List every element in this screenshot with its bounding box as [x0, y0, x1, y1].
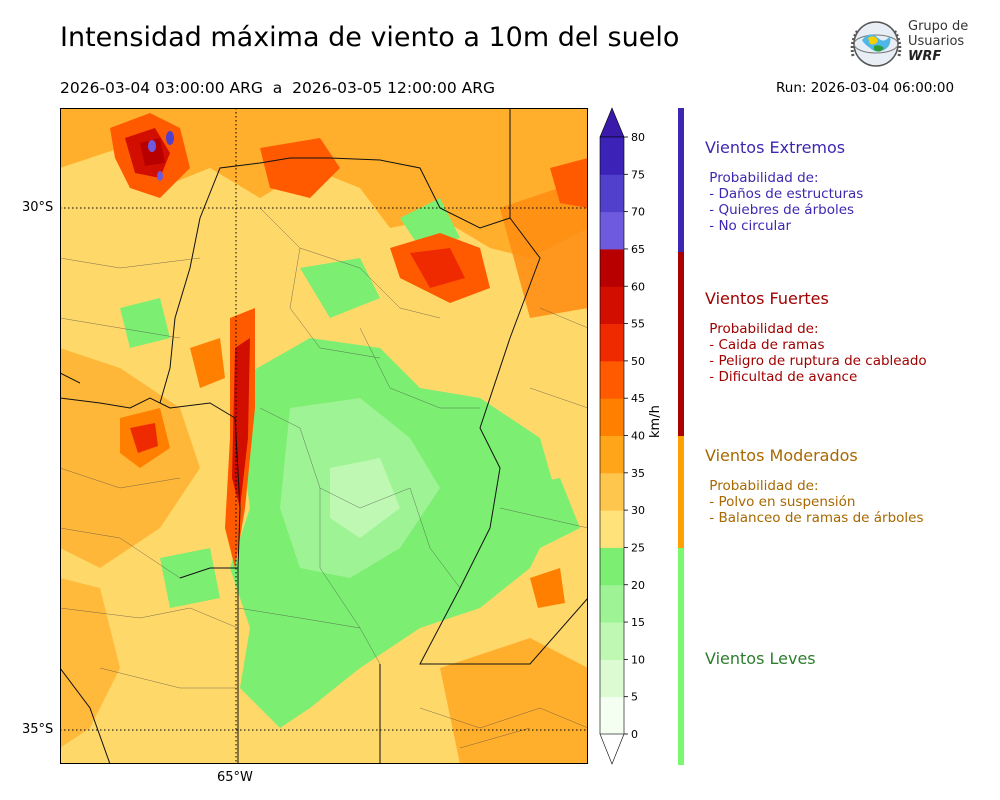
- legend-title: Vientos Moderados: [705, 446, 858, 465]
- legend-line: - Quiebres de árboles: [705, 202, 855, 218]
- colorbar-tick-label: 55: [631, 318, 645, 331]
- colorbar-tick-label: 65: [631, 243, 645, 256]
- legend-color-bar: [678, 108, 684, 252]
- legend-title: Vientos Fuertes: [705, 289, 829, 308]
- wind-map: [60, 108, 588, 764]
- colorbar-tick-label: 35: [631, 467, 645, 480]
- colorbar-units: km/h: [648, 405, 663, 438]
- legend-color-bar: [678, 548, 684, 765]
- colorbar-bin: [600, 286, 624, 325]
- legend-line: - Balanceo de ramas de árboles: [705, 510, 924, 526]
- legend-entry: Vientos Extremos Probabilidad de: - Daño…: [705, 138, 995, 235]
- legend-lines: Probabilidad de: - Caida de ramas - Peli…: [705, 321, 995, 385]
- wind-map-svg: [60, 108, 588, 764]
- colorbar-tick-label: 75: [631, 168, 645, 181]
- map-gridlines: [60, 108, 588, 764]
- colorbar-tick-label: 30: [631, 504, 645, 517]
- legend-line: Probabilidad de:: [705, 170, 819, 186]
- legend-line: - Daños de estructuras: [705, 186, 864, 202]
- wind-field: [60, 108, 588, 764]
- colorbar-bin: [600, 472, 624, 511]
- colorbar-tick-label: 40: [631, 430, 645, 443]
- colorbar-bin: [600, 137, 624, 175]
- lat-label-35s: 35°S: [22, 722, 54, 737]
- legend-line: - Peligro de ruptura de cableado: [705, 353, 927, 369]
- legend-lines: Probabilidad de: - Polvo en suspensión -…: [705, 478, 995, 526]
- legend-line: - Dificultad de avance: [705, 369, 858, 385]
- colorbar-bin: [600, 398, 624, 436]
- legend-entry: Vientos Leves: [705, 651, 995, 681]
- legend-entry: Vientos Fuertes Probabilidad de: - Caida…: [705, 289, 995, 386]
- legend-color-bar: [678, 436, 684, 548]
- lat-label-30s: 30°S: [22, 200, 54, 215]
- colorbar-extend-max: [599, 107, 625, 138]
- colorbar-tick-label: 70: [631, 206, 645, 219]
- colorbar-tick-label: 50: [631, 355, 645, 368]
- colorbar-bin: [600, 659, 624, 698]
- legend-line: - Polvo en suspensión: [705, 494, 856, 510]
- colorbar-tick-label: 45: [631, 392, 645, 405]
- colorbar-bin: [600, 211, 624, 250]
- colorbar-tick-label: 80: [631, 131, 645, 144]
- colorbar-bin: [600, 547, 624, 586]
- legend-line: Probabilidad de:: [705, 478, 819, 494]
- province-borders: [60, 108, 588, 764]
- department-borders: [60, 207, 588, 749]
- colorbar-tick-label: 60: [631, 280, 645, 293]
- colorbar-bin: [600, 696, 624, 735]
- colorbar-bin: [600, 323, 624, 362]
- chart-title: Intensidad máxima de viento a 10m del su…: [60, 22, 680, 53]
- forecast-period: 2026-03-04 03:00:00 ARG a 2026-03-05 12:…: [60, 79, 496, 97]
- legend-line: Probabilidad de:: [705, 321, 819, 337]
- colorbar-tick-label: 5: [631, 691, 638, 704]
- legend-title: Vientos Extremos: [705, 138, 846, 157]
- colorbar-tick-label: 20: [631, 579, 645, 592]
- colorbar-tick-label: 10: [631, 653, 645, 666]
- legend-line: - Caida de ramas: [705, 337, 825, 353]
- colorbar-extend-min: [599, 733, 625, 765]
- colorbar-tick-label: 25: [631, 541, 645, 554]
- colorbar-bin: [600, 435, 624, 474]
- colorbar-bin: [600, 622, 624, 660]
- colorbar-bin: [600, 174, 624, 213]
- colorbar-svg: 0 5 10 15 20 25 30 35 40 45 50 55 60 65 70 75 80: [599, 107, 645, 765]
- legend-color-bar: [678, 252, 684, 436]
- logo-text-line2: Usuarios: [908, 34, 965, 49]
- grupo-wrf-logo: Grupo de Usuarios WRF: [848, 16, 973, 74]
- colorbar-bin: [600, 360, 624, 399]
- logo-text-line1: Grupo de: [908, 19, 969, 34]
- globe-logo-icon: [850, 21, 902, 67]
- colorbar-tick-label: 15: [631, 616, 645, 629]
- colorbar-bin: [600, 584, 624, 623]
- legend-line: - No circular: [705, 218, 792, 234]
- colorbar-tick-label: 0: [631, 728, 638, 741]
- colorbar-bin: [600, 510, 624, 548]
- colorbar-bin: [600, 248, 624, 287]
- colorbar: 0 5 10 15 20 25 30 35 40 45 50 55 60 65 70 75 80: [596, 106, 656, 770]
- legend-lines: Probabilidad de: - Daños de estructuras …: [705, 170, 995, 234]
- legend-title: Vientos Leves: [705, 649, 816, 668]
- lon-label-65w: 65°W: [217, 770, 253, 785]
- run-time: Run: 2026-03-04 06:00:00: [776, 80, 955, 96]
- legend-entry: Vientos Moderados Probabilidad de: - Pol…: [705, 446, 995, 527]
- logo-text-line3: WRF: [908, 49, 942, 64]
